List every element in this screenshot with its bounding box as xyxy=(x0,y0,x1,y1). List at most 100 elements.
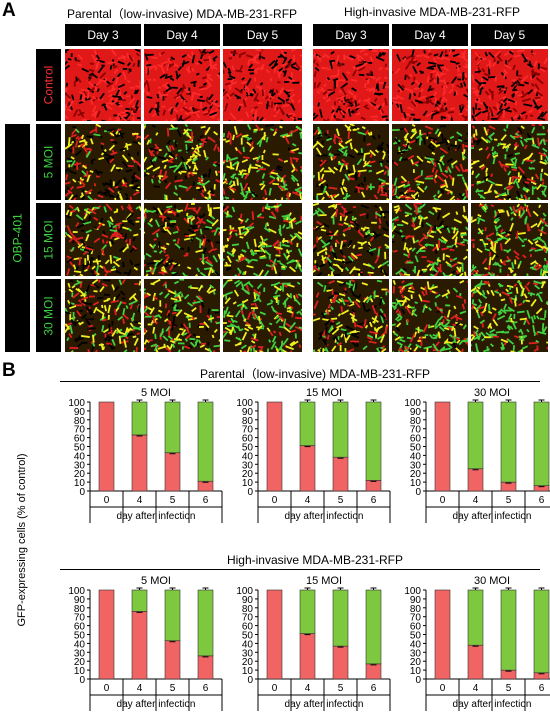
micrograph-tile xyxy=(313,49,389,121)
cell-mark xyxy=(421,290,426,297)
cell-mark xyxy=(94,57,99,61)
cell-mark xyxy=(184,140,193,144)
cell-mark xyxy=(195,249,204,253)
cell-mark xyxy=(430,70,436,74)
cell-mark xyxy=(536,315,540,320)
cell-mark xyxy=(163,207,171,214)
cell-mark xyxy=(432,57,436,61)
cell-mark xyxy=(157,179,162,184)
cell-mark xyxy=(382,227,389,232)
cell-mark xyxy=(235,69,243,73)
cell-mark xyxy=(449,257,454,262)
cell-mark xyxy=(430,140,439,148)
cell-mark xyxy=(456,242,466,247)
cell-mark xyxy=(114,118,120,121)
cell-mark xyxy=(313,140,318,145)
cell-mark xyxy=(427,49,432,53)
cell-mark xyxy=(79,280,83,288)
cell-mark xyxy=(356,103,361,108)
y-tick-label: 50 xyxy=(410,631,422,642)
cell-mark xyxy=(288,217,296,224)
cell-mark xyxy=(227,67,232,74)
cell-mark xyxy=(507,273,510,276)
cell-mark xyxy=(440,160,445,166)
cell-mark xyxy=(199,344,205,349)
cell-mark xyxy=(522,187,528,192)
cell-mark xyxy=(275,167,283,172)
cell-mark xyxy=(440,115,447,119)
cell-mark xyxy=(504,237,511,245)
cell-mark xyxy=(313,210,320,216)
cell-mark xyxy=(507,306,515,313)
cell-mark xyxy=(517,166,526,174)
cell-mark xyxy=(109,179,113,188)
cell-mark xyxy=(162,109,166,116)
cell-mark xyxy=(122,246,128,253)
cell-mark xyxy=(286,292,291,298)
cell-mark xyxy=(395,268,403,275)
cell-mark xyxy=(93,216,99,222)
y-tick-label: 40 xyxy=(74,639,86,650)
cell-mark xyxy=(145,305,153,311)
cell-mark xyxy=(394,137,401,145)
y-tick-label: 10 xyxy=(242,478,254,489)
cell-mark xyxy=(413,117,417,121)
bar-red xyxy=(332,645,349,680)
cell-mark xyxy=(74,128,80,134)
cell-mark xyxy=(181,60,186,68)
cell-mark xyxy=(204,126,211,136)
cell-mark xyxy=(466,280,468,283)
cell-mark xyxy=(464,271,467,276)
cell-mark xyxy=(526,132,532,139)
cell-mark xyxy=(471,272,474,276)
cell-mark xyxy=(411,224,416,229)
cell-mark xyxy=(202,174,208,177)
cell-mark xyxy=(110,164,116,173)
cell-mark xyxy=(336,149,343,154)
cell-mark xyxy=(541,187,547,196)
cell-mark xyxy=(76,310,82,317)
category-label: 0 xyxy=(272,683,278,694)
cell-mark xyxy=(343,207,346,216)
cell-mark xyxy=(318,263,326,268)
cell-mark xyxy=(539,139,543,145)
cell-mark xyxy=(407,181,410,185)
cell-mark xyxy=(456,84,462,89)
cell-mark xyxy=(315,272,323,276)
cell-mark xyxy=(523,103,533,107)
cell-mark xyxy=(77,288,85,295)
cell-mark xyxy=(164,75,173,79)
cell-mark xyxy=(384,63,387,67)
cell-mark xyxy=(363,104,369,108)
cell-mark xyxy=(313,59,317,64)
cell-mark xyxy=(378,182,386,187)
cell-mark xyxy=(521,206,525,211)
cell-mark xyxy=(76,185,85,189)
cell-mark xyxy=(425,111,435,118)
cell-mark xyxy=(190,111,194,114)
cell-mark xyxy=(365,229,371,234)
cell-mark xyxy=(235,133,243,138)
y-tick-label: 100 xyxy=(68,586,85,597)
cell-mark xyxy=(477,333,482,341)
cell-mark xyxy=(357,171,361,177)
cell-mark xyxy=(379,308,384,314)
cell-mark xyxy=(534,248,543,252)
cell-mark xyxy=(423,216,429,220)
cell-mark xyxy=(399,287,406,295)
cell-mark xyxy=(170,209,177,216)
cell-mark xyxy=(407,154,415,160)
y-tick-label: 0 xyxy=(79,487,85,498)
cell-mark xyxy=(349,124,355,127)
cell-mark xyxy=(335,81,339,88)
y-tick-label: 60 xyxy=(74,434,86,445)
y-tick-label: 50 xyxy=(74,631,86,642)
cell-mark xyxy=(137,216,141,220)
cell-mark xyxy=(109,233,114,240)
cell-mark xyxy=(439,51,444,58)
cell-mark xyxy=(187,266,192,270)
cell-mark xyxy=(428,333,434,339)
cell-mark xyxy=(91,105,97,113)
cell-mark xyxy=(299,132,302,140)
cell-mark xyxy=(395,298,403,307)
